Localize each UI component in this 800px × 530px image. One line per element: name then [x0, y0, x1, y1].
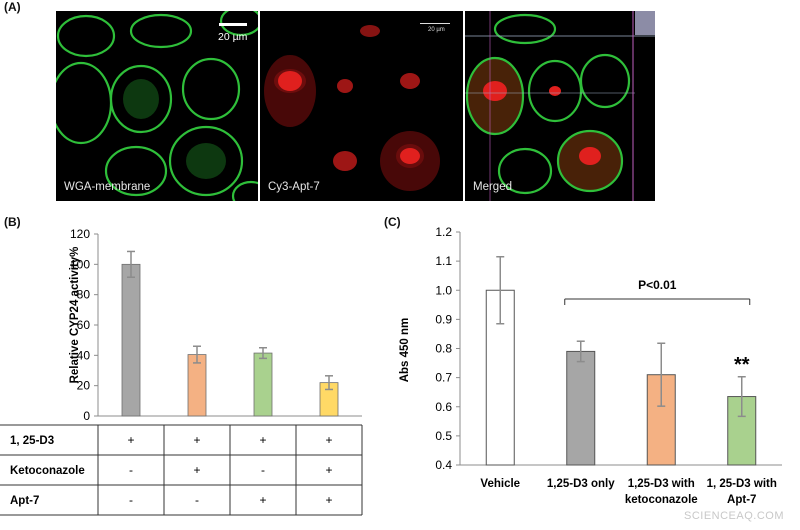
- chart-c-y-tick-label: 0.6: [435, 400, 452, 414]
- scale-bar: [219, 23, 247, 26]
- watermark: SCIENCEAQ.COM: [683, 510, 784, 522]
- chart-c-p-value: P<0.01: [638, 278, 677, 292]
- chart-c-x-tick-label: 1,25-D3 only: [547, 478, 615, 490]
- chart-b-table-cell: -: [261, 463, 265, 477]
- micrograph-cy3-apt7: 20 µm Cy3-Apt-7: [260, 11, 463, 201]
- panel-label-c: (C): [384, 215, 401, 229]
- chart-b-y-tick-label: 40: [77, 348, 91, 362]
- chart-c-y-tick-label: 0.7: [435, 371, 452, 385]
- chart-c-error-bar: [576, 340, 585, 363]
- chart-c-x-tick-label: ketoconazole: [625, 494, 698, 506]
- micrograph-caption: Cy3-Apt-7: [268, 181, 320, 193]
- chart-b-table-row-label: Ketoconazole: [10, 465, 85, 477]
- chart-c-x-tick-label: 1,25-D3 with: [628, 478, 695, 490]
- micrograph-merged: Merged: [465, 11, 655, 201]
- chart-b-y-tick-label: 60: [77, 318, 91, 332]
- chart-c-error-bar: [657, 342, 666, 407]
- chart-b-y-tick-label: 0: [83, 409, 90, 423]
- chart-b-error-bar: [193, 345, 201, 364]
- chart-c-x-tick-label: Vehicle: [480, 478, 520, 490]
- chart-b-table-cell: +: [259, 493, 266, 507]
- chart-b-table-cell: +: [259, 433, 266, 447]
- chart-c-error-bar: [496, 256, 505, 325]
- chart-c-y-axis-label: Abs 450 nm: [399, 318, 411, 383]
- chart-b-table-cell: +: [325, 463, 332, 477]
- micrograph-caption: Merged: [473, 181, 512, 193]
- chart-c-significance-marker: **: [734, 354, 750, 376]
- chart-c-x-tick-label: Apt-7: [727, 494, 756, 506]
- chart-c-abs-450: Abs 450 nm 0.4 0.5 0.6 0.7 0.8 0.9 1.0 1.1 1.2 Ve…: [399, 225, 782, 506]
- chart-b-bar: [121, 263, 141, 417]
- chart-b-error-bar: [325, 375, 333, 391]
- micrograph-cy3-image: [264, 25, 440, 191]
- scale-bar-label: 20 µm: [428, 27, 445, 33]
- chart-b-y-tick-label: 120: [70, 227, 90, 241]
- chart-b-table-row-label: 1, 25-D3: [10, 435, 54, 447]
- scale-bar: [420, 23, 450, 24]
- chart-b-table-cell: -: [129, 463, 133, 477]
- chart-b-table-cell: +: [127, 433, 134, 447]
- chart-c-error-bar: [737, 376, 746, 418]
- chart-c-y-tick-label: 0.4: [435, 458, 452, 472]
- chart-c-bar: [566, 350, 596, 466]
- chart-b-table-cell: +: [193, 463, 200, 477]
- chart-c-x-tick-label: 1, 25-D3 with: [707, 478, 777, 490]
- chart-b-table-cell: +: [193, 433, 200, 447]
- chart-b-y-tick-label: 80: [77, 288, 91, 302]
- chart-b-table-cell: +: [325, 493, 332, 507]
- scale-bar-label: 20 µm: [218, 31, 248, 43]
- chart-b-table-row-label: Apt-7: [10, 495, 39, 507]
- chart-b-error-bar: [259, 347, 267, 360]
- chart-b-relative-cyp24: Relative CYP24 activity% 0 20 40 60 80 100 120…: [0, 227, 363, 516]
- chart-b-error-bar: [127, 250, 135, 278]
- chart-c-y-tick-label: 1.2: [435, 225, 452, 239]
- micrograph-wga-image: [56, 11, 258, 201]
- micrograph-merged-image: [465, 11, 655, 201]
- chart-c-y-tick-label: 0.9: [435, 312, 452, 326]
- chart-c-significance-bracket: [564, 298, 751, 305]
- chart-b-table-cell: -: [129, 493, 133, 507]
- panel-label-b: (B): [4, 215, 21, 229]
- chart-b-y-tick-label: 100: [70, 257, 90, 271]
- chart-c-y-tick-label: 1.0: [435, 283, 452, 297]
- chart-b-y-tick-label: 20: [77, 379, 91, 393]
- chart-c-y-tick-label: 0.5: [435, 429, 452, 443]
- chart-b-y-axis-label: Relative CYP24 activity%: [69, 247, 81, 384]
- chart-b-table-cell: +: [325, 433, 332, 447]
- chart-c-y-tick-label: 0.8: [435, 342, 452, 356]
- chart-b-bar: [253, 352, 273, 417]
- chart-b-table-cell: -: [195, 493, 199, 507]
- micrograph-wga-membrane: 20 µm WGA-membrane: [56, 11, 258, 201]
- panel-label-a: (A): [4, 0, 21, 14]
- micrograph-caption: WGA-membrane: [64, 181, 151, 193]
- chart-b-bar: [187, 354, 207, 417]
- chart-c-y-tick-label: 1.1: [435, 254, 452, 268]
